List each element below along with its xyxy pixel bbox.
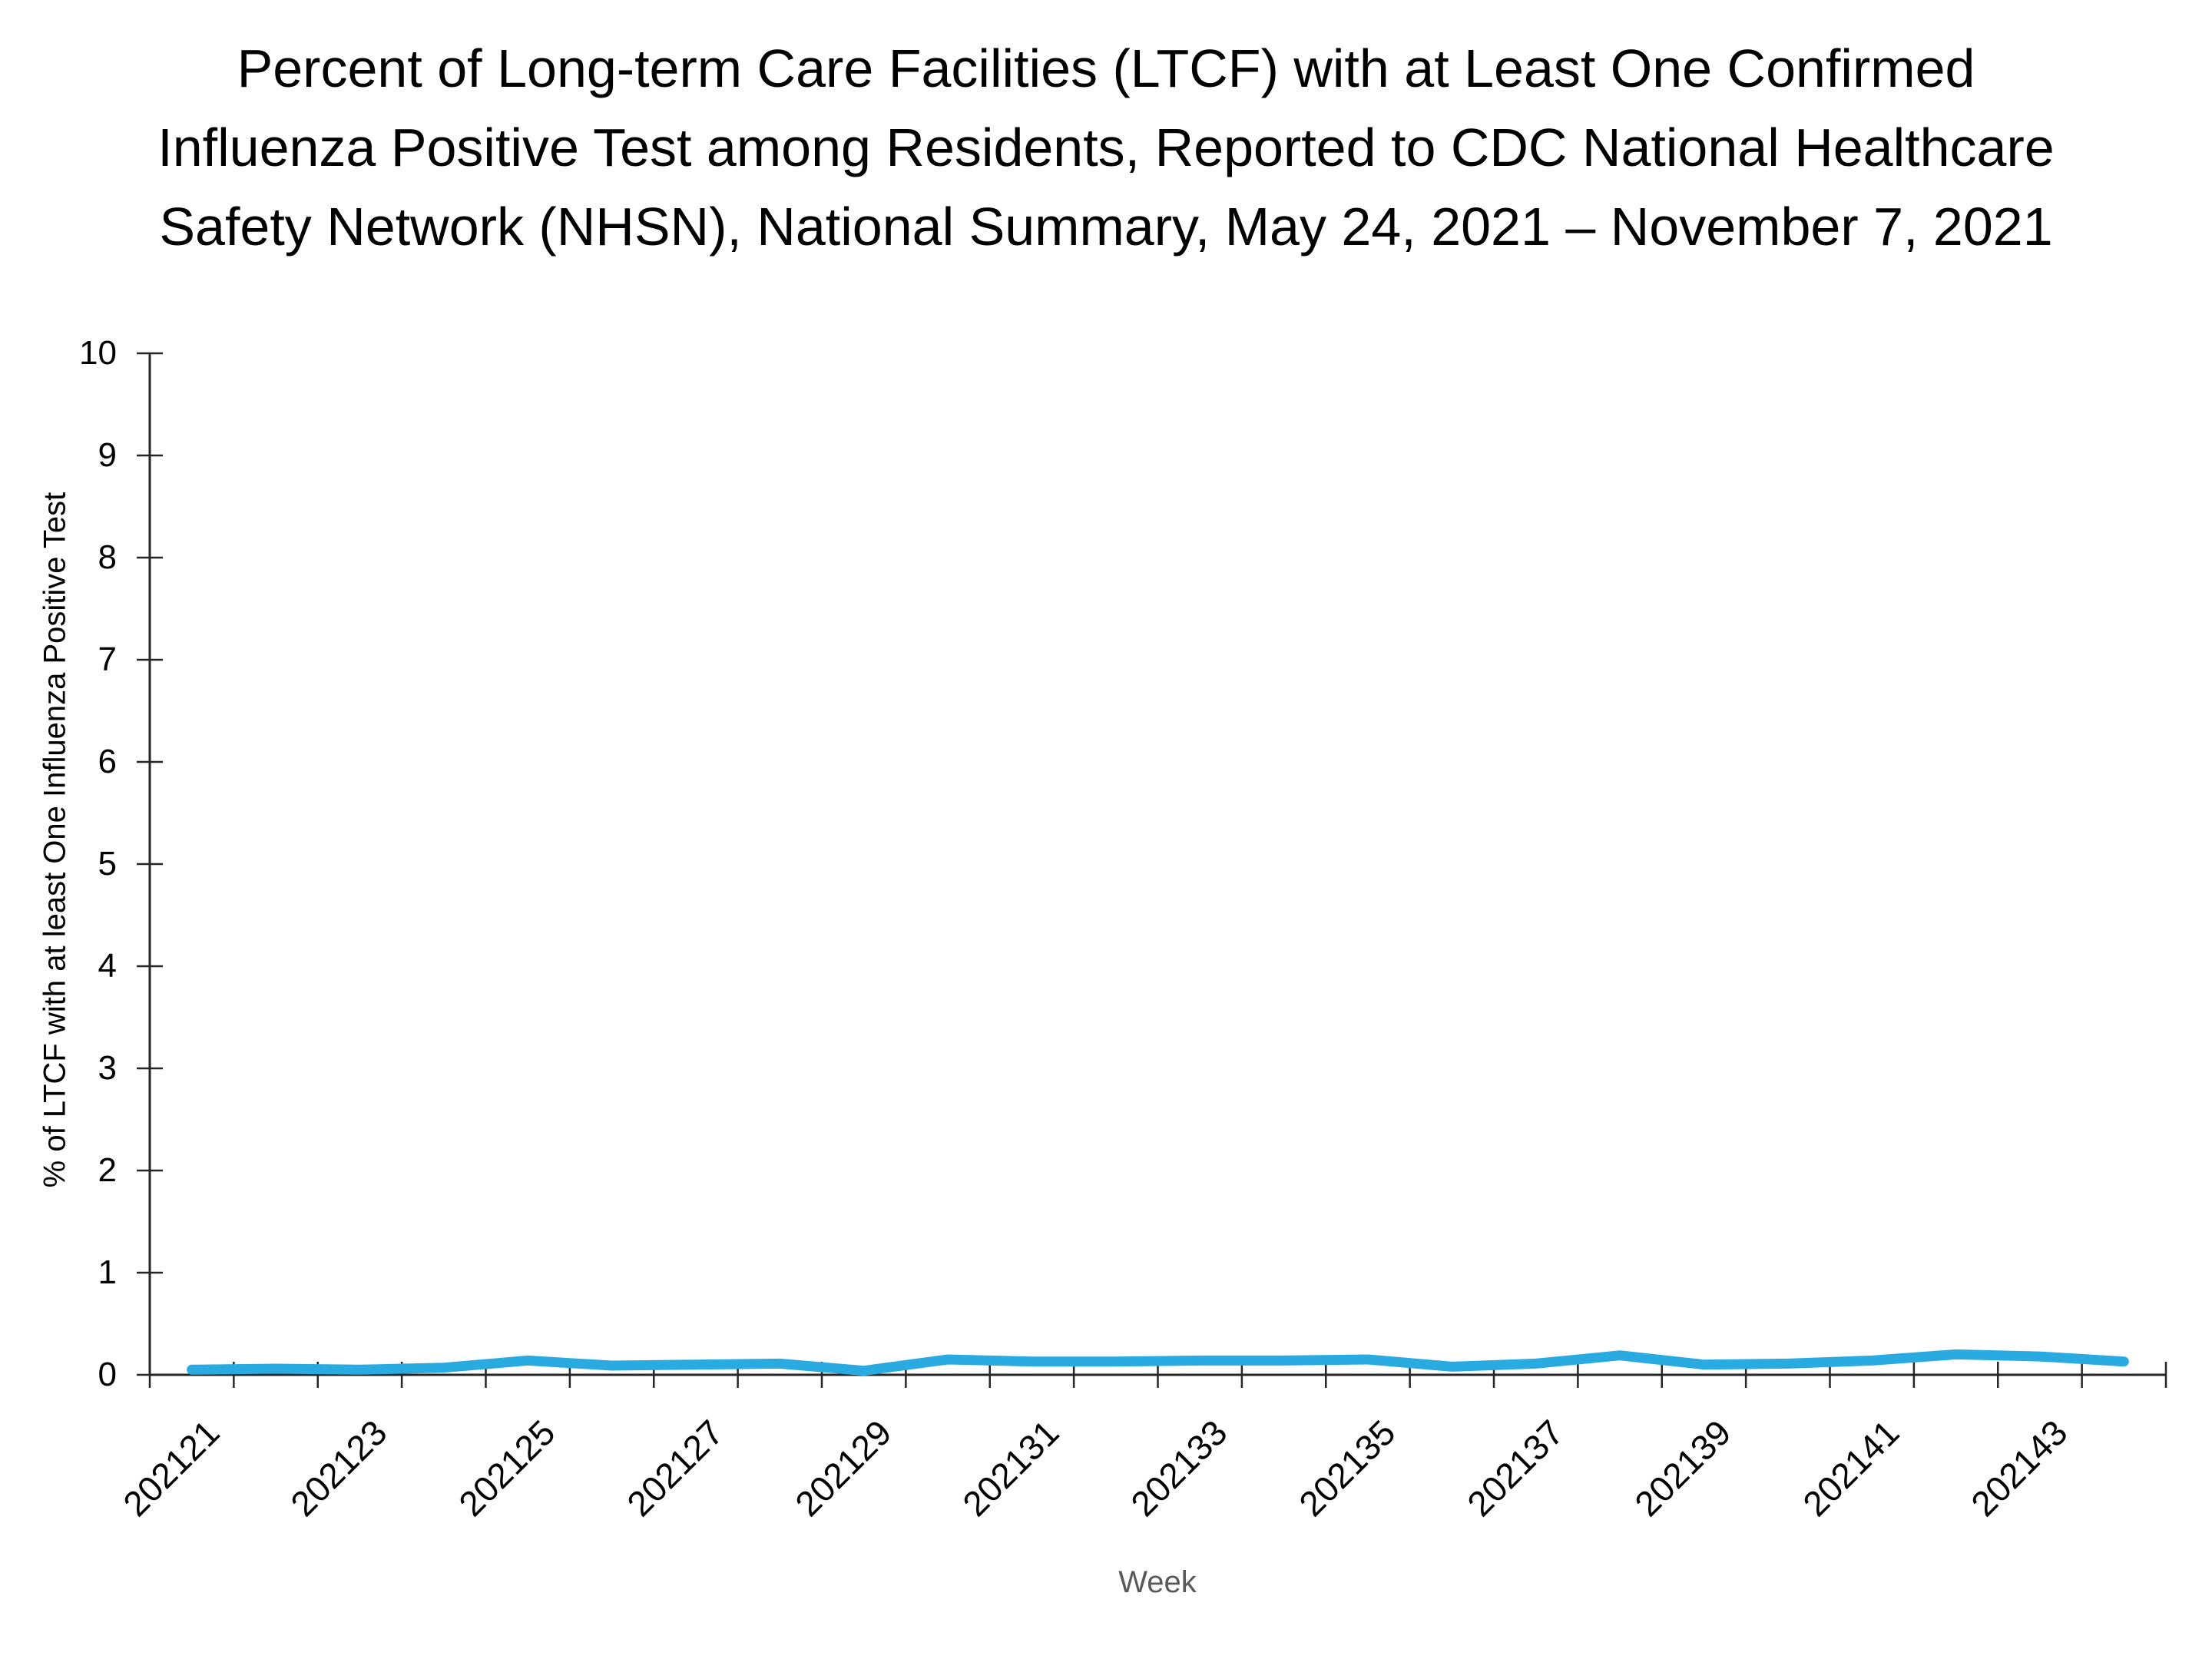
y-tick-label: 4 — [98, 947, 117, 985]
data-line — [187, 1349, 2129, 1376]
y-tick-label: 9 — [98, 436, 117, 474]
y-tick-label: 3 — [98, 1049, 117, 1087]
y-axis-title: % of LTCF with at least One Influenza Po… — [38, 492, 72, 1188]
chart-title-line3: Safety Network (NHSN), National Summary,… — [159, 197, 2053, 257]
y-tick-label: 0 — [98, 1356, 117, 1393]
y-tick-label: 2 — [98, 1151, 117, 1189]
y-tick-label: 8 — [98, 538, 117, 576]
y-tick-label: 1 — [98, 1253, 117, 1291]
chart-title-line1: Percent of Long-term Care Facilities (LT… — [237, 38, 1975, 98]
chart-title: Percent of Long-term Care Facilities (LT… — [0, 29, 2212, 267]
y-tick-label: 6 — [98, 743, 117, 780]
chart-title-line2: Influenza Positive Test among Residents,… — [157, 118, 2055, 177]
y-tick-label: 10 — [79, 334, 117, 372]
y-tick-label: 7 — [98, 641, 117, 678]
y-tick-label: 5 — [98, 845, 117, 882]
x-axis-title: Week — [1118, 1565, 1197, 1599]
